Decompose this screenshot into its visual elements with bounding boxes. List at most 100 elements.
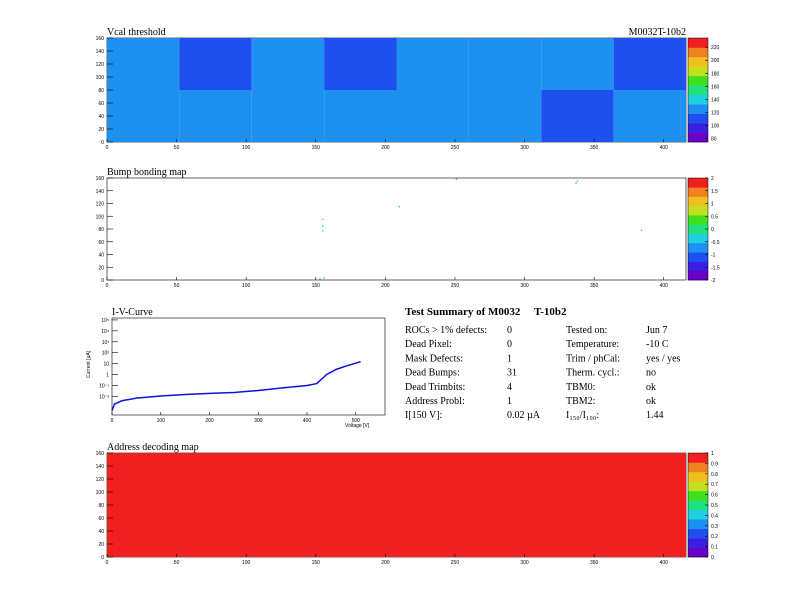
heatmap-cell xyxy=(468,38,542,90)
z-tick-label: -1.5 xyxy=(711,265,720,271)
z-tick-label: 0.2 xyxy=(711,534,718,540)
summary-cell: Dead Bumps: xyxy=(405,368,460,379)
x-tick-label: 300 xyxy=(520,283,529,289)
summary-cell: Jun 7 xyxy=(646,325,667,336)
palette-swatch xyxy=(688,270,708,281)
z-tick-label: 0.9 xyxy=(711,461,718,467)
y-tick-label: 100 xyxy=(96,490,105,496)
y-tick-label: 20 xyxy=(98,542,104,548)
y-tick-label: 40 xyxy=(98,253,104,259)
chart-title: I-V-Curve xyxy=(112,307,153,318)
summary-cell: 0 xyxy=(507,325,512,336)
x-tick-label: 200 xyxy=(381,283,390,289)
bump-point xyxy=(323,277,325,279)
palette-swatch xyxy=(688,104,708,114)
summary-title: Test Summary of M0032 T-10b2 xyxy=(405,306,567,318)
palette-frame xyxy=(687,37,709,143)
heatmap-cell xyxy=(541,90,614,142)
y-tick-label: 0 xyxy=(101,555,104,561)
y-tick-label: 10⁵ xyxy=(101,318,109,324)
x-tick-label: 300 xyxy=(520,145,529,151)
z-tick-label: 1 xyxy=(711,451,714,457)
x-tick-label: 350 xyxy=(590,560,599,566)
heatmap-cell xyxy=(324,90,397,142)
z-tick-label: 0 xyxy=(711,227,714,233)
summary-cell: Therm. cycl.: xyxy=(566,368,620,379)
y-tick-label: 10⁻¹ xyxy=(99,384,109,390)
y-tick-label: 100 xyxy=(96,214,105,220)
summary-cell: 0 xyxy=(507,339,512,350)
x-tick-label: 0 xyxy=(106,145,109,151)
plot-frame xyxy=(111,317,386,416)
y-tick-label: 80 xyxy=(98,88,104,94)
palette-swatch xyxy=(688,94,708,105)
heatmap-cell xyxy=(396,90,469,142)
z-tick-label: 0.5 xyxy=(711,214,718,220)
module-label: M0032T-10b2 xyxy=(629,27,686,38)
x-tick-label: 400 xyxy=(303,418,312,424)
x-tick-label: 150 xyxy=(312,145,321,151)
palette-swatch xyxy=(688,261,708,272)
z-tick-label: 0.8 xyxy=(711,472,718,478)
summary-cell: Dead Trimbits: xyxy=(405,382,465,393)
y-tick-label: 160 xyxy=(96,451,105,457)
heatmap-cell xyxy=(107,453,686,557)
y-tick-label: 10⁻² xyxy=(99,394,109,400)
y-tick-label: 140 xyxy=(96,189,105,195)
bump-point xyxy=(576,180,579,182)
x-tick-label: 150 xyxy=(312,283,321,289)
y-tick-label: 60 xyxy=(98,101,104,107)
heatmap-cell xyxy=(613,38,686,90)
summary-cell: yes / yes xyxy=(646,353,681,364)
x-tick-label: 100 xyxy=(242,283,251,289)
palette-swatch xyxy=(688,453,708,463)
summary-cell: TBM2: xyxy=(566,396,595,407)
summary-cell: 1 xyxy=(507,353,512,364)
heatmap-cell xyxy=(179,38,252,90)
summary-cell: Trim / phCal: xyxy=(566,353,620,364)
heatmap-cell xyxy=(613,90,686,142)
palette-swatch xyxy=(688,47,708,58)
z-tick-label: 1 xyxy=(711,202,714,208)
x-tick-label: 0 xyxy=(106,283,109,289)
z-tick-label: 0 xyxy=(711,555,714,561)
palette-swatch xyxy=(688,215,708,225)
plot-frame xyxy=(106,177,687,281)
x-tick-label: 350 xyxy=(590,283,599,289)
palette-swatch xyxy=(688,38,708,48)
palette-swatch xyxy=(688,75,708,86)
palette-swatch xyxy=(688,187,708,197)
x-tick-label: 400 xyxy=(660,560,669,566)
y-tick-label: 10² xyxy=(102,351,110,357)
bump-point xyxy=(640,229,643,231)
palette-swatch xyxy=(688,233,708,244)
z-tick-label: 2 xyxy=(711,176,714,182)
summary-cell: I₁₅₀/I₁₀₀: xyxy=(566,410,599,421)
x-tick-label: 200 xyxy=(381,145,390,151)
summary-cell: Temperature: xyxy=(566,339,619,350)
bump-point xyxy=(398,205,400,208)
z-tick-label: 0.7 xyxy=(711,482,718,488)
palette-swatch xyxy=(688,519,708,529)
summary-cell: I[150 V]: xyxy=(405,410,442,421)
palette-swatch xyxy=(688,509,708,520)
x-tick-label: 300 xyxy=(254,418,263,424)
summary-cell: 1.44 xyxy=(646,410,664,421)
palette-swatch xyxy=(688,56,708,67)
y-tick-label: 100 xyxy=(96,75,105,81)
x-tick-label: 50 xyxy=(174,283,180,289)
x-tick-label: 400 xyxy=(660,283,669,289)
z-tick-label: -2 xyxy=(711,278,716,284)
z-tick-label: 0.6 xyxy=(711,493,718,499)
x-tick-label: 250 xyxy=(451,283,460,289)
iv-curve xyxy=(111,360,361,411)
bump-point xyxy=(322,230,324,232)
y-tick-label: 120 xyxy=(96,202,105,208)
z-tick-label: -1 xyxy=(711,253,716,259)
x-tick-label: 250 xyxy=(451,560,460,566)
summary-cell: ok xyxy=(646,382,656,393)
palette-swatch xyxy=(688,205,708,216)
z-tick-label: 180 xyxy=(711,71,720,77)
summary-cell: 1 xyxy=(507,396,512,407)
